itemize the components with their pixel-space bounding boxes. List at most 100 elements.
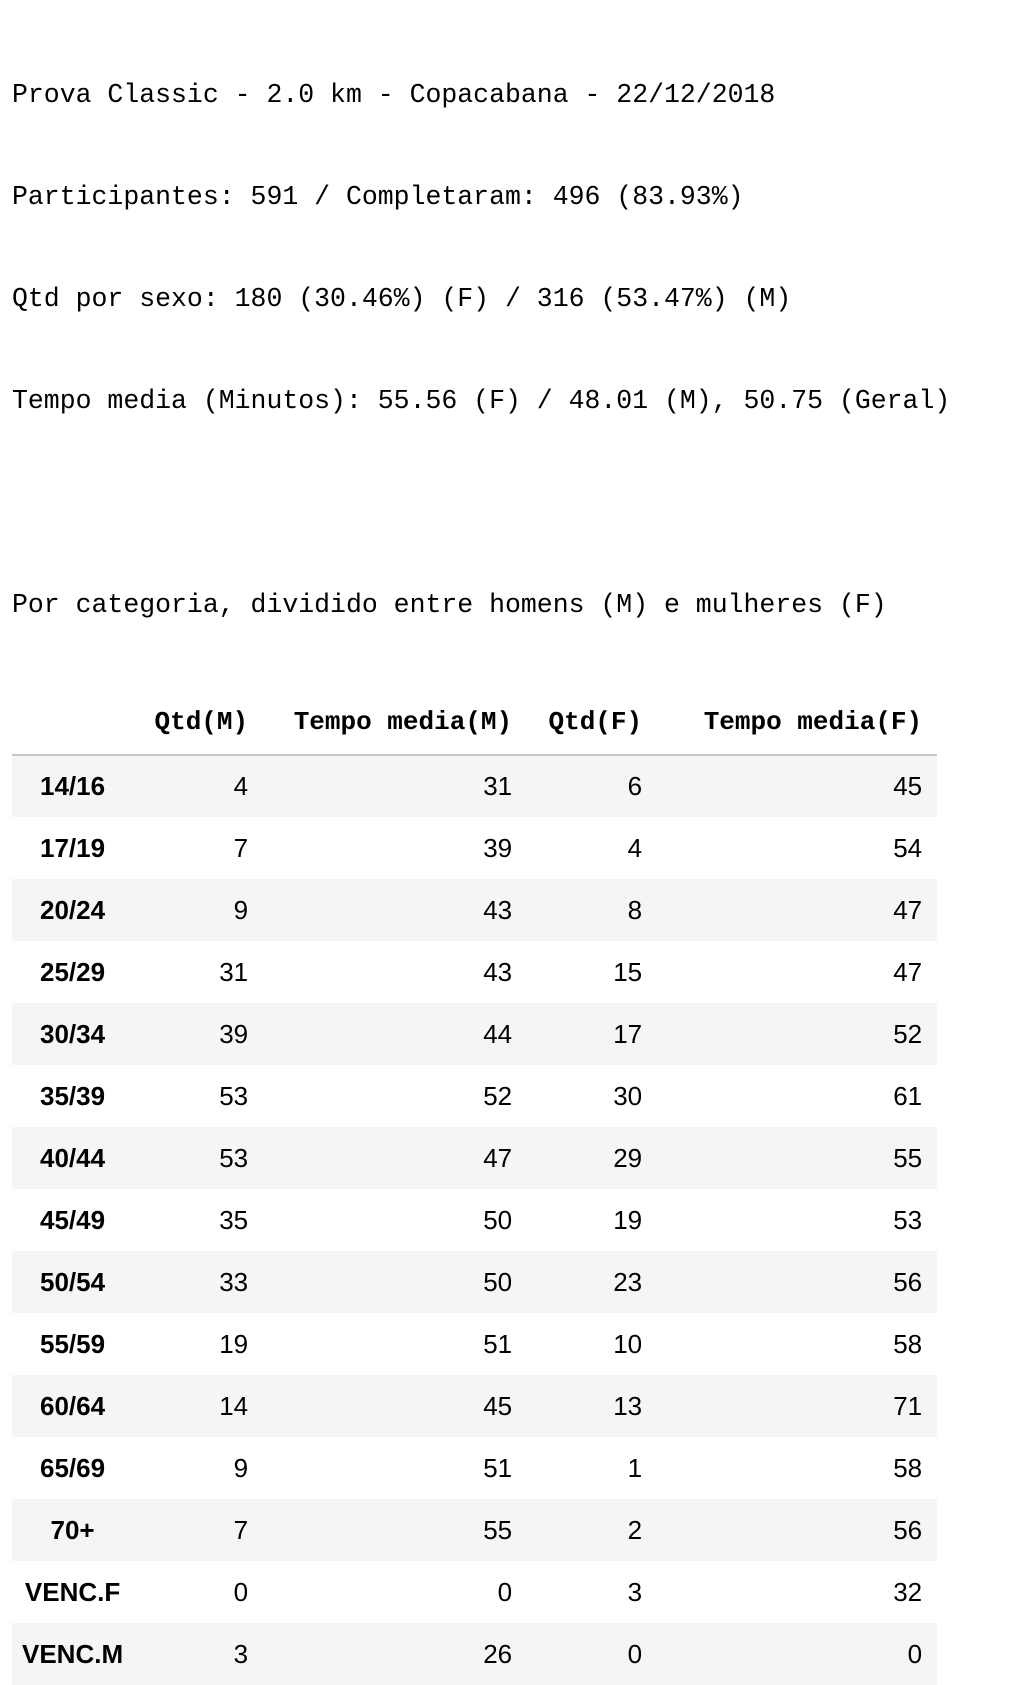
table-row: 20/24 9 43 8 47 <box>12 879 938 941</box>
table-row: VENC.M 3 26 0 0 <box>12 1623 938 1685</box>
cell-tempo-media-f: 0 <box>907 1638 923 1669</box>
cell-qtd-f: 4 <box>627 832 643 863</box>
table-row: 70+ 7 55 2 56 <box>12 1499 938 1561</box>
cell-tempo-media-f: 58 <box>893 1328 923 1359</box>
cell-tempo-media-f: 56 <box>893 1514 923 1545</box>
table-header-row: Qtd(M) Tempo media(M) Qtd(F) Tempo media… <box>12 690 938 756</box>
cell-tempo-media-m: 43 <box>483 894 513 925</box>
cell-qtd-m: 31 <box>219 956 249 987</box>
row-category-label: 50/54 <box>40 1266 106 1297</box>
table-row: 65/69 9 51 1 58 <box>12 1437 937 1499</box>
cell-qtd-m: 3 <box>233 1638 249 1669</box>
cell-tempo-media-m: 26 <box>483 1638 513 1669</box>
cell-tempo-media-f: 52 <box>893 1018 923 1049</box>
cell-tempo-media-f: 53 <box>893 1204 923 1235</box>
index-header <box>12 690 134 756</box>
row-category-label: 35/39 <box>40 1080 106 1111</box>
row-category-label: VENC.F <box>24 1576 121 1607</box>
notebook-output: Prova Classic - 2.0 km - Copacabana - 22… <box>12 10 1012 1685</box>
cell-tempo-media-m: 39 <box>483 832 513 863</box>
cell-tempo-media-m: 44 <box>483 1018 513 1049</box>
race-title-line: Prova Classic - 2.0 km - Copacabana - 22… <box>12 80 776 110</box>
cell-tempo-media-f: 71 <box>893 1390 923 1421</box>
cell-tempo-media-f: 61 <box>893 1080 923 1111</box>
cell-tempo-media-m: 0 <box>497 1576 513 1607</box>
cell-qtd-m: 35 <box>219 1204 249 1235</box>
cell-qtd-m: 33 <box>219 1266 249 1297</box>
cell-qtd-m: 7 <box>233 832 249 863</box>
table-row: 14/16 4 31 6 45 <box>12 755 938 817</box>
cell-qtd-m: 14 <box>219 1390 249 1421</box>
cell-tempo-media-m: 45 <box>483 1390 513 1421</box>
table-row: 17/19 7 39 4 54 <box>12 817 937 879</box>
cell-qtd-m: 19 <box>219 1328 249 1359</box>
cell-qtd-m: 9 <box>233 894 249 925</box>
average-time-line: Tempo media (Minutos): 55.56 (F) / 48.01… <box>12 386 951 416</box>
table-row: 40/44 53 47 29 55 <box>12 1127 938 1189</box>
count-by-sex-line: Qtd por sexo: 180 (30.46%) (F) / 316 (53… <box>12 284 792 314</box>
cell-qtd-m: 53 <box>219 1080 249 1111</box>
category-table: Qtd(M) Tempo media(M) Qtd(F) Tempo media… <box>12 690 938 1685</box>
cell-qtd-m: 4 <box>233 771 249 801</box>
cell-qtd-f: 6 <box>627 771 643 801</box>
cell-qtd-f: 29 <box>613 1142 643 1173</box>
cell-qtd-f: 19 <box>613 1204 643 1235</box>
table-row: 30/34 39 44 17 52 <box>12 1003 938 1065</box>
row-category-label: 60/64 <box>40 1390 106 1421</box>
cell-tempo-media-f: 55 <box>893 1142 923 1173</box>
cell-tempo-media-f: 45 <box>893 771 923 801</box>
row-category-label: 20/24 <box>40 894 106 925</box>
table-row: 35/39 53 52 30 61 <box>12 1065 937 1127</box>
table-body: 14/16 4 31 6 45 17/19 7 39 4 54 20/24 9 43 8 47 25/29 31… <box>12 755 938 1685</box>
cell-qtd-f: 13 <box>613 1390 643 1421</box>
column-header-qtd-f: Qtd(F) <box>527 690 658 756</box>
cell-qtd-m: 0 <box>233 1576 249 1607</box>
column-header-tempo-media-m: Tempo media(M) <box>263 690 528 756</box>
cell-qtd-m: 39 <box>219 1018 249 1049</box>
cell-tempo-media-m: 50 <box>483 1204 513 1235</box>
cell-tempo-media-m: 47 <box>483 1142 513 1173</box>
cell-qtd-f: 2 <box>627 1514 643 1545</box>
row-category-label: 25/29 <box>40 956 106 987</box>
row-category-label: 40/44 <box>40 1142 106 1173</box>
table-row: 45/49 35 50 19 53 <box>12 1189 937 1251</box>
cell-qtd-f: 30 <box>613 1080 643 1111</box>
cell-qtd-m: 53 <box>219 1142 249 1173</box>
cell-tempo-media-f: 54 <box>893 832 923 863</box>
cell-qtd-f: 8 <box>627 894 643 925</box>
column-header-qtd-m: Qtd(M) <box>133 690 264 756</box>
cell-tempo-media-m: 52 <box>483 1080 513 1111</box>
cell-qtd-f: 17 <box>613 1018 643 1049</box>
cell-tempo-media-f: 47 <box>893 894 923 925</box>
row-category-label: 65/69 <box>40 1452 106 1483</box>
cell-tempo-media-m: 31 <box>483 771 513 801</box>
table-row: 25/29 31 43 15 47 <box>12 941 937 1003</box>
cell-tempo-media-m: 51 <box>483 1452 513 1483</box>
cell-tempo-media-f: 56 <box>893 1266 923 1297</box>
column-header-tempo-media-f: Tempo media(F) <box>657 690 938 756</box>
cell-qtd-f: 23 <box>613 1266 643 1297</box>
row-category-label: 70+ <box>50 1514 95 1545</box>
cell-qtd-f: 0 <box>627 1638 643 1669</box>
row-category-label: 55/59 <box>40 1328 106 1359</box>
row-category-label: 30/34 <box>40 1018 106 1049</box>
cell-qtd-f: 3 <box>627 1576 643 1607</box>
summary-text: Prova Classic - 2.0 km - Copacabana - 22… <box>12 10 1012 690</box>
participants-line: Participantes: 591 / Completaram: 496 (8… <box>12 182 744 212</box>
cell-qtd-f: 15 <box>613 956 643 987</box>
row-category-label: 45/49 <box>40 1204 106 1235</box>
cell-tempo-media-m: 55 <box>483 1514 513 1545</box>
table-row: 50/54 33 50 23 56 <box>12 1251 938 1313</box>
table-row: 55/59 19 51 10 58 <box>12 1313 937 1375</box>
row-category-label: VENC.M <box>22 1638 124 1669</box>
cell-tempo-media-f: 32 <box>893 1576 923 1607</box>
cell-tempo-media-m: 50 <box>483 1266 513 1297</box>
cell-tempo-media-f: 58 <box>893 1452 923 1483</box>
category-caption-line: Por categoria, dividido entre homens (M)… <box>12 590 887 620</box>
row-category-label: 14/16 <box>40 771 106 801</box>
table-row: VENC.F 0 0 3 32 <box>12 1561 937 1623</box>
blank-line <box>12 486 1012 520</box>
cell-qtd-m: 9 <box>233 1452 249 1483</box>
cell-qtd-f: 1 <box>627 1452 643 1483</box>
cell-tempo-media-f: 47 <box>893 956 923 987</box>
